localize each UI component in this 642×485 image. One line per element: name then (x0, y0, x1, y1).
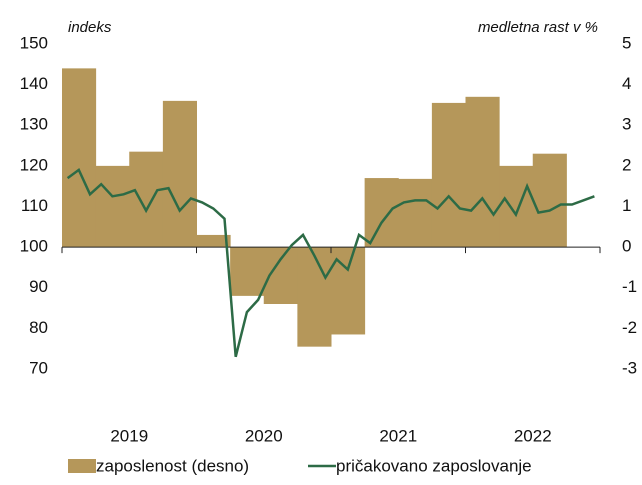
y2-tick-label: -2 (622, 318, 637, 337)
x-tick-label: 2019 (110, 426, 148, 445)
bar (95, 165, 130, 248)
line (66, 167, 595, 358)
x-tick-label: 2020 (245, 426, 283, 445)
y-tick-label: 90 (29, 277, 48, 296)
legend-swatch (68, 459, 96, 473)
bar (331, 247, 366, 335)
bar (62, 68, 97, 248)
y2-tick-label: -3 (622, 358, 637, 377)
y-axis-label: indeks (68, 19, 112, 36)
y2-tick-label: 3 (622, 115, 631, 134)
bar (499, 165, 534, 248)
y-tick-label: 100 (20, 237, 48, 256)
x-tick-label: 2022 (514, 426, 552, 445)
bar (465, 96, 500, 248)
y2-tick-label: 5 (622, 33, 631, 52)
y-tick-label: 120 (20, 155, 48, 174)
legend-label: zaposlenost (desno) (96, 456, 249, 475)
bar (196, 234, 231, 248)
y2-tick-label: 1 (622, 196, 631, 215)
bar (129, 151, 164, 248)
bar (398, 178, 433, 248)
y2-tick-label: 2 (622, 155, 631, 174)
bar (532, 153, 567, 248)
bar (162, 100, 197, 248)
bar (431, 102, 466, 248)
y-tick-label: 110 (21, 196, 48, 215)
y-tick-label: 130 (20, 115, 48, 134)
y-tick-label: 140 (20, 74, 48, 93)
y2-tick-label: 4 (622, 74, 631, 93)
y-tick-label: 80 (29, 318, 48, 337)
bar (230, 247, 265, 296)
y-tick-label: 70 (29, 358, 48, 377)
y2-tick-label: 0 (622, 237, 631, 256)
y-tick-label: 150 (20, 33, 48, 52)
x-tick-label: 2021 (379, 426, 417, 445)
y2-axis-label: medletna rast v % (478, 19, 598, 36)
bar (297, 247, 332, 347)
y2-tick-label: -1 (622, 277, 637, 296)
legend-label: pričakovano zaposlovanje (336, 456, 532, 475)
bar (364, 178, 399, 248)
